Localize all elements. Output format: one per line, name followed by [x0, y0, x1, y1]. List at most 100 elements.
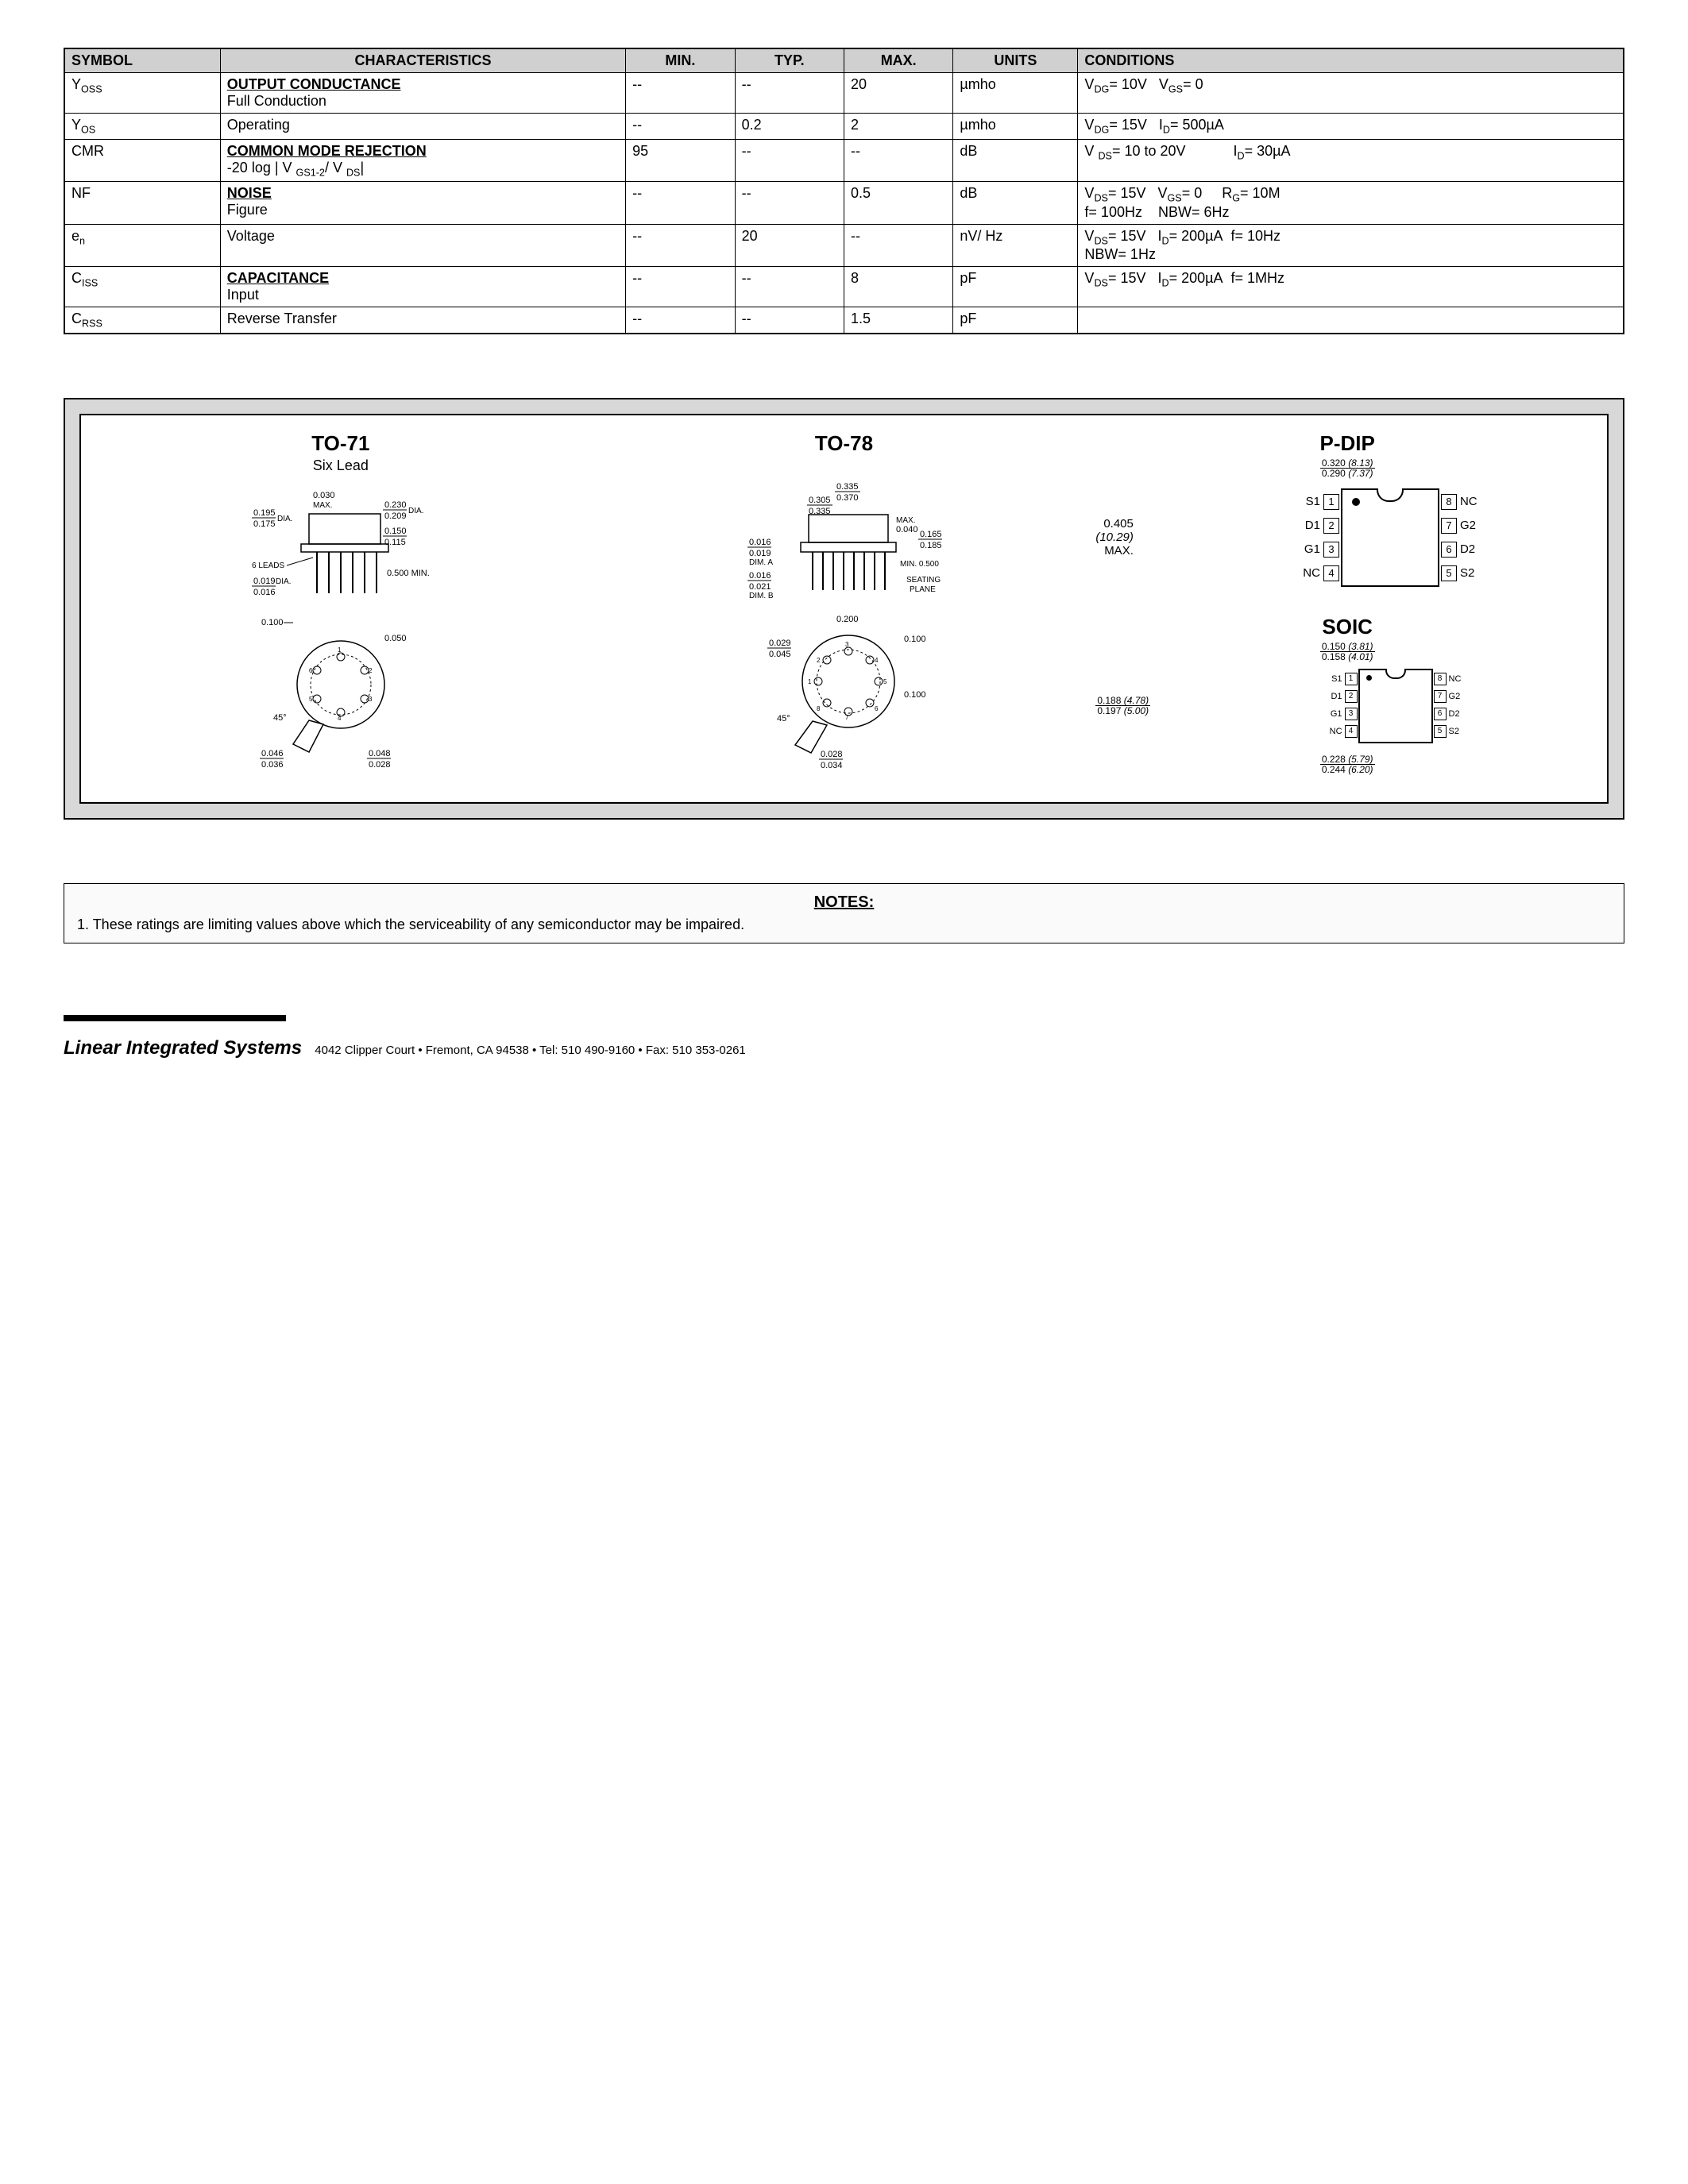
svg-text:0.175: 0.175 — [253, 519, 276, 529]
svg-text:DIA.: DIA. — [277, 515, 292, 523]
svg-text:4: 4 — [875, 657, 879, 664]
svg-text:0.028: 0.028 — [369, 760, 391, 770]
to71-diagram: 0.195 0.175 DIA. 0.230 0.209 DIA. 0.030 … — [238, 482, 444, 776]
svg-text:0.335: 0.335 — [809, 507, 831, 516]
svg-text:6: 6 — [309, 667, 313, 674]
svg-text:2: 2 — [817, 657, 821, 664]
svg-text:0.034: 0.034 — [821, 761, 843, 769]
to71-column: TO-71 Six Lead 0.195 0.175 DIA. 0.230 — [89, 431, 593, 778]
svg-text:PLANE: PLANE — [910, 585, 936, 594]
svg-text:0.019: 0.019 — [253, 577, 276, 586]
svg-text:0.165: 0.165 — [920, 530, 942, 539]
soic-body: S11D12G13NC4 8NC7G26D25S2 — [1358, 669, 1433, 743]
pdip-pin: 6D2 — [1438, 538, 1481, 561]
to78-column: TO-78 0.335 0.370 0.305 0.335 — [593, 431, 1096, 771]
soic-pin: 6D2 — [1431, 705, 1470, 723]
svg-text:DIA.: DIA. — [408, 507, 423, 515]
table-row: YOSSOUTPUT CONDUCTANCEFull Conduction---… — [64, 73, 1624, 114]
svg-text:0.100: 0.100 — [261, 618, 284, 627]
svg-text:5: 5 — [883, 678, 887, 685]
note-1: 1. These ratings are limiting values abo… — [77, 916, 1611, 933]
svg-text:0.048: 0.048 — [369, 749, 391, 758]
svg-text:0.115: 0.115 — [384, 538, 406, 547]
footer-address: 4042 Clipper Court • Fremont, CA 94538 •… — [315, 1044, 745, 1057]
footer: Linear Integrated Systems 4042 Clipper C… — [64, 1037, 1624, 1059]
svg-text:0.029: 0.029 — [769, 639, 791, 648]
th-max: MAX. — [844, 48, 952, 73]
soic-width: 0.150 (3.81) 0.158 (4.01) — [1095, 642, 1599, 662]
svg-text:0.046: 0.046 — [261, 749, 284, 758]
th-symbol: SYMBOL — [64, 48, 220, 73]
soic-pin: D12 — [1322, 688, 1360, 705]
svg-text:3: 3 — [845, 641, 849, 648]
table-row: YOSOperating--0.22µmhoVDG= 15V ID= 500µA — [64, 114, 1624, 140]
svg-text:0.200: 0.200 — [836, 615, 859, 624]
pdip-title: P-DIP — [1095, 431, 1599, 456]
svg-text:MAX.: MAX. — [313, 501, 332, 510]
svg-text:0.016: 0.016 — [749, 538, 771, 547]
svg-text:0.030: 0.030 — [313, 491, 335, 500]
th-units: UNITS — [953, 48, 1078, 73]
soic-pin: NC4 — [1322, 723, 1360, 740]
svg-text:45°: 45° — [273, 713, 287, 723]
svg-text:6: 6 — [875, 705, 879, 712]
svg-text:DIA.: DIA. — [276, 577, 291, 586]
svg-text:0.016: 0.016 — [749, 571, 771, 581]
pdip-pin: 8NC — [1438, 490, 1481, 514]
footer-brand: Linear Integrated Systems — [64, 1037, 302, 1059]
table-row: NFNOISEFigure----0.5dBVDS= 15V VGS= 0 RG… — [64, 182, 1624, 225]
soic-pin: 8NC — [1431, 670, 1470, 688]
svg-text:45°: 45° — [777, 714, 790, 723]
svg-text:0.370: 0.370 — [836, 493, 859, 503]
svg-text:2: 2 — [369, 667, 373, 674]
svg-text:0.100: 0.100 — [904, 690, 926, 700]
th-char: CHARACTERISTICS — [220, 48, 625, 73]
svg-text:0.036: 0.036 — [261, 760, 284, 770]
table-row: CRSSReverse Transfer----1.5pF — [64, 307, 1624, 334]
svg-text:7: 7 — [845, 714, 849, 721]
spec-table: SYMBOL CHARACTERISTICS MIN. TYP. MAX. UN… — [64, 48, 1624, 334]
svg-text:0.150: 0.150 — [384, 527, 407, 536]
table-row: enVoltage--20--nV/ HzVDS= 15V ID= 200µA … — [64, 224, 1624, 267]
pdip-pin: 7G2 — [1438, 514, 1481, 538]
svg-text:6 LEADS: 6 LEADS — [252, 561, 284, 570]
svg-text:0.016: 0.016 — [253, 588, 276, 597]
footer-rule — [64, 1015, 286, 1021]
svg-text:0.500 MIN.: 0.500 MIN. — [387, 569, 430, 578]
pdip-pin: G13 — [1299, 538, 1342, 561]
to71-title: TO-71 — [89, 431, 593, 456]
th-cond: CONDITIONS — [1078, 48, 1624, 73]
svg-text:0.230: 0.230 — [384, 500, 407, 510]
pdip-pin: D12 — [1299, 514, 1342, 538]
svg-text:0.028: 0.028 — [821, 750, 843, 759]
th-typ: TYP. — [735, 48, 844, 73]
svg-text:MAX.: MAX. — [896, 516, 915, 525]
table-row: CISSCAPACITANCEInput----8pFVDS= 15V ID= … — [64, 267, 1624, 307]
th-min: MIN. — [626, 48, 735, 73]
svg-text:0.045: 0.045 — [769, 650, 791, 659]
soic-pin: S11 — [1322, 670, 1360, 688]
to78-title: TO-78 — [593, 431, 1096, 456]
table-row: CMRCOMMON MODE REJECTION-20 log | V GS1-… — [64, 139, 1624, 182]
svg-text:DIM. A: DIM. A — [749, 558, 773, 567]
svg-text:0.100: 0.100 — [904, 635, 926, 644]
pdip-pin: NC4 — [1299, 561, 1342, 585]
svg-text:0.019: 0.019 — [749, 549, 771, 558]
svg-text:0.050: 0.050 — [384, 634, 407, 643]
to71-subtitle: Six Lead — [89, 457, 593, 474]
notes-title: NOTES: — [77, 893, 1611, 912]
svg-text:DIM. B: DIM. B — [749, 592, 774, 600]
svg-text:0.021: 0.021 — [749, 582, 771, 592]
soic-pin: 5S2 — [1431, 723, 1470, 740]
pdip-h1: 0.405 — [1095, 517, 1134, 531]
soic-pin: 7G2 — [1431, 688, 1470, 705]
notes-box: NOTES: 1. These ratings are limiting val… — [64, 883, 1624, 943]
svg-text:0.195: 0.195 — [253, 508, 276, 518]
soic-pin1-dot-icon — [1366, 675, 1372, 681]
pdip-pin: 5S2 — [1438, 561, 1481, 585]
package-outline-box: TO-71 Six Lead 0.195 0.175 DIA. 0.230 — [64, 398, 1624, 820]
svg-text:0.185: 0.185 — [920, 541, 942, 550]
svg-text:0.335: 0.335 — [836, 482, 859, 492]
dip-soic-column: P-DIP 0.320 (8.13) 0.290 (7.37) 0.405 (1… — [1095, 431, 1599, 777]
pdip-width: 0.320 (8.13) 0.290 (7.37) — [1095, 458, 1599, 478]
